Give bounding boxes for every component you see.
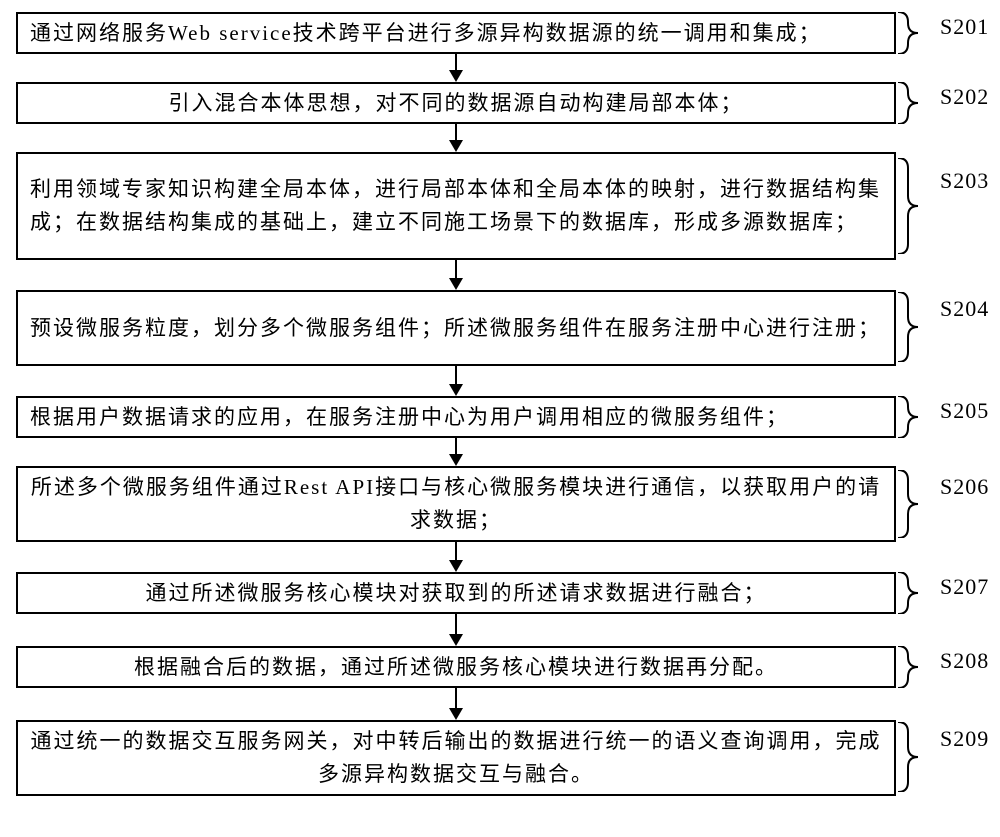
step-box-S208: 根据融合后的数据，通过所述微服务核心模块进行数据再分配。 [16,646,896,688]
step-box-S205: 根据用户数据请求的应用，在服务注册中心为用户调用相应的微服务组件； [16,396,896,438]
step-label-S206: S206 [940,474,989,500]
brace-icon [898,12,934,54]
brace-icon [898,572,934,614]
step-label-S203: S203 [940,168,989,194]
step-text: 所述多个微服务组件通过Rest API接口与核心微服务模块进行通信，以获取用户的… [30,471,882,536]
step-box-S206: 所述多个微服务组件通过Rest API接口与核心微服务模块进行通信，以获取用户的… [16,466,896,542]
brace-icon [898,470,934,538]
step-label-S204: S204 [940,296,989,322]
step-text: 根据融合后的数据，通过所述微服务核心模块进行数据再分配。 [30,651,882,684]
arrow-down-icon [446,438,466,466]
brace-icon [898,722,934,792]
flowchart-canvas: 通过网络服务Web service技术跨平台进行多源异构数据源的统一调用和集成；… [0,0,1000,837]
brace-icon [898,396,934,438]
step-label-S209: S209 [940,726,989,752]
arrow-down-icon [446,542,466,572]
step-label-S202: S202 [940,84,989,110]
step-box-S207: 通过所述微服务核心模块对获取到的所述请求数据进行融合； [16,572,896,614]
step-box-S201: 通过网络服务Web service技术跨平台进行多源异构数据源的统一调用和集成； [16,12,896,54]
step-box-S209: 通过统一的数据交互服务网关，对中转后输出的数据进行统一的语义查询调用，完成多源异… [16,720,896,796]
arrow-down-icon [446,366,466,396]
step-label-S208: S208 [940,648,989,674]
brace-icon [898,82,934,124]
arrow-down-icon [446,124,466,152]
brace-icon [898,646,934,688]
brace-icon [898,158,934,254]
step-text: 根据用户数据请求的应用，在服务注册中心为用户调用相应的微服务组件； [30,401,882,434]
step-text: 利用领域专家知识构建全局本体，进行局部本体和全局本体的映射，进行数据结构集成；在… [30,173,882,238]
step-label-S205: S205 [940,398,989,424]
step-box-S204: 预设微服务粒度，划分多个微服务组件；所述微服务组件在服务注册中心进行注册； [16,290,896,366]
arrow-down-icon [446,614,466,646]
step-text: 通过网络服务Web service技术跨平台进行多源异构数据源的统一调用和集成； [30,17,882,50]
brace-icon [898,292,934,362]
step-text: 引入混合本体思想，对不同的数据源自动构建局部本体； [30,87,882,120]
step-label-S201: S201 [940,14,989,40]
step-box-S203: 利用领域专家知识构建全局本体，进行局部本体和全局本体的映射，进行数据结构集成；在… [16,152,896,260]
step-text: 通过统一的数据交互服务网关，对中转后输出的数据进行统一的语义查询调用，完成多源异… [30,725,882,790]
step-text: 通过所述微服务核心模块对获取到的所述请求数据进行融合； [30,577,882,610]
step-box-S202: 引入混合本体思想，对不同的数据源自动构建局部本体； [16,82,896,124]
arrow-down-icon [446,54,466,82]
arrow-down-icon [446,260,466,290]
step-label-S207: S207 [940,574,989,600]
arrow-down-icon [446,688,466,720]
step-text: 预设微服务粒度，划分多个微服务组件；所述微服务组件在服务注册中心进行注册； [30,312,882,345]
